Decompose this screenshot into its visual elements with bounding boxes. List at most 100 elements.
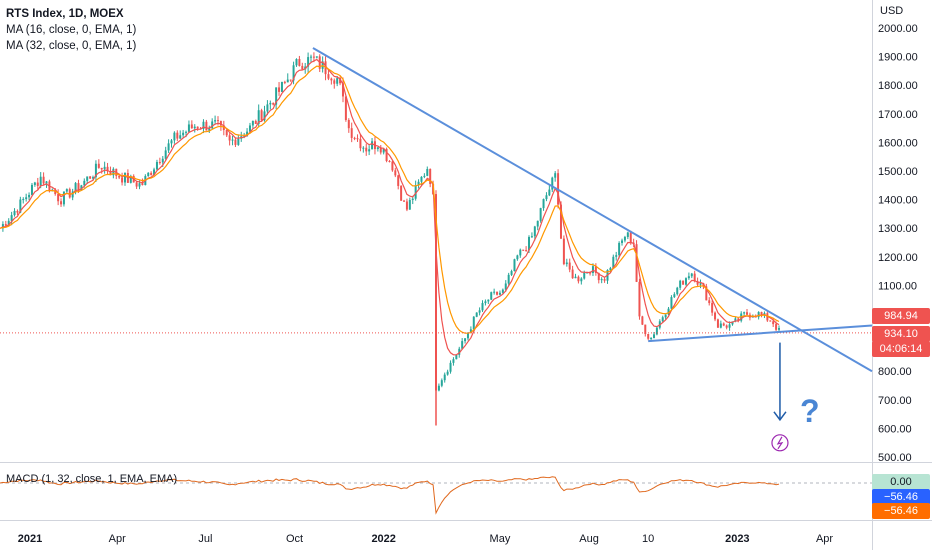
candle-body bbox=[353, 137, 356, 139]
candle-body bbox=[437, 385, 440, 391]
candle-body bbox=[97, 163, 100, 168]
candle-body bbox=[522, 249, 525, 251]
macd-legend[interactable]: MACD (1, 32, close, 1, EMA, EMA) bbox=[6, 473, 178, 485]
candle-body bbox=[214, 120, 217, 122]
candle-body bbox=[562, 238, 565, 265]
ma16-line bbox=[0, 58, 780, 356]
candle-body bbox=[25, 197, 28, 200]
candle-body bbox=[54, 189, 57, 195]
candle-body bbox=[583, 272, 586, 279]
candle-body bbox=[565, 262, 568, 265]
candle-body bbox=[516, 255, 519, 260]
candle-body bbox=[737, 318, 740, 321]
candle-body bbox=[696, 281, 699, 285]
candle-body bbox=[190, 124, 193, 129]
candle-body bbox=[475, 312, 478, 317]
candle-body bbox=[734, 318, 737, 322]
candle-body bbox=[484, 301, 487, 304]
candle-body bbox=[644, 324, 647, 334]
candle-body bbox=[109, 171, 112, 176]
candle-body bbox=[496, 291, 499, 295]
candle-body bbox=[449, 362, 452, 372]
candle-body bbox=[603, 279, 606, 281]
candle-body bbox=[591, 266, 594, 274]
candle-body bbox=[618, 242, 621, 256]
candle-body bbox=[650, 338, 653, 340]
candle-body bbox=[307, 57, 310, 67]
candle-body bbox=[746, 312, 749, 315]
candle-body bbox=[775, 324, 778, 330]
candle-body bbox=[310, 56, 313, 58]
candle-body bbox=[679, 280, 682, 288]
candle-body bbox=[231, 139, 234, 141]
candle-body bbox=[519, 249, 522, 256]
candle-body bbox=[57, 194, 60, 202]
candle-body bbox=[155, 161, 158, 170]
candle-body bbox=[16, 210, 19, 213]
candle-body bbox=[498, 292, 501, 295]
candle-body bbox=[408, 200, 411, 210]
candle-body bbox=[138, 183, 141, 187]
candle-body bbox=[94, 163, 97, 178]
candle-body bbox=[440, 380, 443, 386]
candle-body bbox=[330, 78, 333, 81]
candle-body bbox=[80, 185, 83, 191]
candle-body bbox=[714, 312, 717, 320]
candle-body bbox=[777, 328, 780, 330]
candle-body bbox=[4, 224, 7, 226]
candle-body bbox=[208, 128, 211, 131]
legend-title[interactable]: RTS Index, 1D, MOEX bbox=[6, 8, 124, 20]
candle-body bbox=[682, 280, 685, 285]
candle-body bbox=[60, 201, 63, 205]
candle-body bbox=[385, 148, 388, 161]
candle-body bbox=[312, 56, 315, 58]
candle-body bbox=[397, 175, 400, 186]
candle-body bbox=[100, 167, 103, 170]
candle-body bbox=[71, 191, 74, 198]
candle-body bbox=[202, 121, 205, 129]
y-tick-label: 1400.00 bbox=[878, 195, 918, 207]
annotation-layer: ? bbox=[771, 342, 820, 452]
x-tick-label: Apr bbox=[109, 533, 126, 545]
candle-body bbox=[118, 175, 121, 178]
candle-body bbox=[530, 236, 533, 238]
y-tick-label: 1200.00 bbox=[878, 252, 918, 264]
ma-value-tag: 984.94 bbox=[872, 308, 930, 324]
candle-body bbox=[490, 292, 493, 300]
candle-body bbox=[62, 191, 65, 205]
x-tick-label: 10 bbox=[642, 533, 654, 545]
candle-body bbox=[466, 333, 469, 339]
candle-body bbox=[158, 161, 161, 163]
candle-body bbox=[574, 276, 577, 279]
candle-body bbox=[472, 316, 475, 330]
candle-body bbox=[641, 316, 644, 325]
candle-body bbox=[1, 224, 4, 229]
candle-body bbox=[42, 176, 45, 184]
candle-body bbox=[10, 215, 13, 221]
candle-body bbox=[225, 130, 228, 136]
candle-body bbox=[647, 333, 650, 339]
y-tick-label: 700.00 bbox=[878, 395, 912, 407]
candle-body bbox=[371, 141, 374, 150]
candle-body bbox=[365, 147, 368, 152]
candle-body bbox=[356, 138, 359, 140]
candle-body bbox=[164, 150, 167, 159]
y-tick-label: 1300.00 bbox=[878, 223, 918, 235]
candle-body bbox=[612, 256, 615, 269]
candle-body bbox=[129, 175, 132, 183]
candle-body bbox=[141, 183, 144, 186]
candle-body bbox=[260, 110, 263, 121]
y-tick-label: 1600.00 bbox=[878, 137, 918, 149]
candle-body bbox=[173, 132, 176, 141]
candle-body bbox=[554, 173, 557, 178]
candle-body bbox=[429, 169, 432, 184]
candle-body bbox=[278, 87, 281, 92]
candle-body bbox=[272, 102, 275, 105]
candle-body bbox=[292, 65, 295, 81]
legend-ma32[interactable]: MA (32, close, 0, EMA, 1) bbox=[6, 40, 137, 52]
y-tick-label: 1700.00 bbox=[878, 109, 918, 121]
candle-body bbox=[577, 276, 580, 282]
legend-ma16[interactable]: MA (16, close, 0, EMA, 1) bbox=[6, 24, 137, 36]
